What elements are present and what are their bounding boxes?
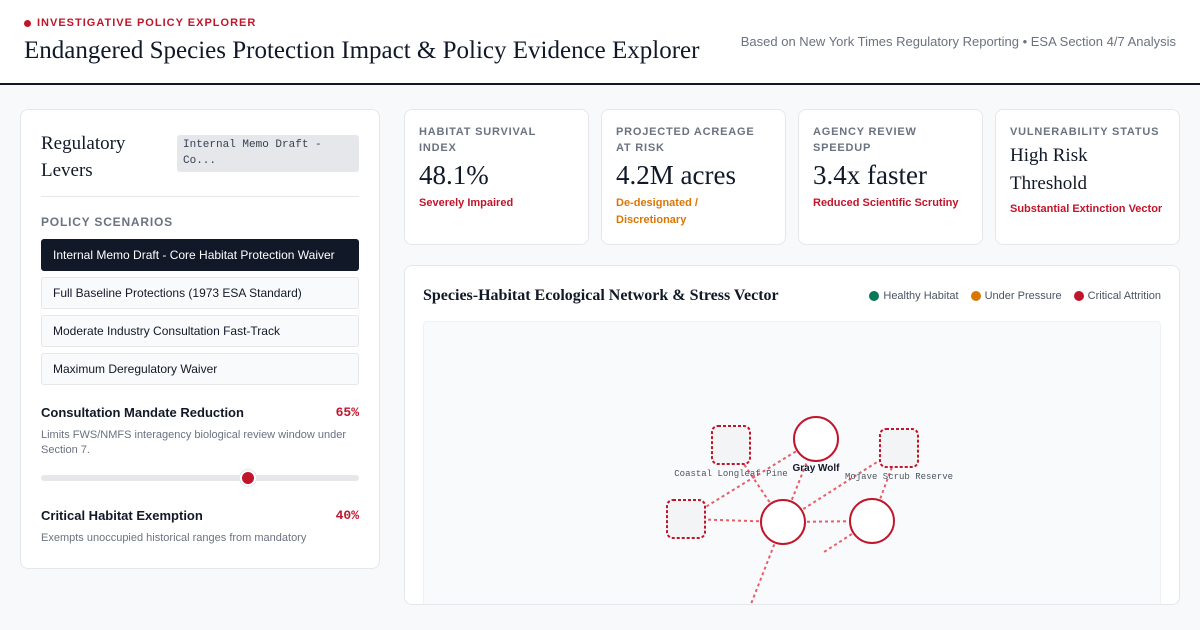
legend-item-healthy: Healthy Habitat xyxy=(869,290,959,302)
scenario-internal-memo[interactable]: Internal Memo Draft - Core Habitat Prote… xyxy=(41,239,359,271)
scenario-maximum-waiver[interactable]: Maximum Deregulatory Waiver xyxy=(41,353,359,385)
consultation-slider-thumb[interactable] xyxy=(239,470,256,486)
legend-item-pressure: Under Pressure xyxy=(970,290,1062,302)
legend-swatch xyxy=(869,291,880,301)
metric-status: De-designated / Discretionary xyxy=(616,197,698,226)
metric-label: VULNERABILITY STATUS xyxy=(1010,126,1160,138)
node-label-gray-wolf: Gray Wolf xyxy=(792,463,840,474)
page-header: INVESTIGATIVE POLICY EXPLORER Endangered… xyxy=(0,0,1200,85)
legend-label: Critical Attrition xyxy=(1087,290,1161,302)
edge xyxy=(685,438,817,520)
consultation-slider[interactable] xyxy=(41,470,359,486)
metric-label: PROJECTED ACREAGE AT RISK xyxy=(616,126,755,154)
scenario-moderate-fast-track[interactable]: Moderate Industry Consultation Fast-Trac… xyxy=(41,315,359,347)
node-label-mojave: Mojave Scrub Reserve xyxy=(845,472,953,482)
metric-card-review-speedup: AGENCY REVIEW SPEEDUP 3.4x faster Reduce… xyxy=(798,109,983,245)
metric-card-acreage-at-risk: PROJECTED ACREAGE AT RISK 4.2M acres De-… xyxy=(601,109,786,245)
node-label-longleaf: Coastal Longleaf Pine xyxy=(674,469,787,479)
ecological-network-panel: Species-Habitat Ecological Network & Str… xyxy=(404,265,1180,605)
metric-value: 3.4x faster xyxy=(813,160,927,190)
habitat-exemption-value: 40% xyxy=(335,508,359,523)
metric-label: AGENCY REVIEW SPEEDUP xyxy=(813,126,917,154)
legend-swatch xyxy=(970,291,981,301)
habitat-node-mojave[interactable] xyxy=(879,428,919,468)
habitat-node-west[interactable] xyxy=(666,499,706,539)
consultation-value: 65% xyxy=(335,405,359,420)
levers-title: Regulatory Levers xyxy=(41,133,126,181)
active-scenario-chip: Internal Memo Draft - Co... xyxy=(177,135,359,172)
network-nodes[interactable] xyxy=(666,416,919,545)
legend-label: Under Pressure xyxy=(984,290,1062,302)
network-legend: Healthy Habitat Under Pressure Critical … xyxy=(869,290,1161,302)
eyebrow-dot-icon xyxy=(24,19,31,27)
policy-scenarios-label: POLICY SCENARIOS xyxy=(41,215,173,229)
page-title: Endangered Species Protection Impact & P… xyxy=(24,37,700,64)
species-node-east[interactable] xyxy=(849,498,895,544)
species-node-center[interactable] xyxy=(760,499,806,545)
consultation-label: Consultation Mandate Reduction xyxy=(41,405,244,420)
metric-card-vulnerability-status: VULNERABILITY STATUS High Risk Threshold… xyxy=(995,109,1180,245)
metric-value: High Risk Threshold xyxy=(1010,145,1088,194)
habitat-node-longleaf[interactable] xyxy=(711,425,751,465)
regulatory-levers-panel: Regulatory Levers Internal Memo Draft - … xyxy=(20,109,380,569)
metric-value: 48.1% xyxy=(419,160,489,190)
legend-swatch xyxy=(1073,291,1084,301)
metric-label: HABITAT SURVIVAL INDEX xyxy=(419,126,536,154)
network-canvas[interactable]: Gray Wolf Coastal Longleaf Pine Mojave S… xyxy=(423,321,1162,605)
species-node-gray-wolf[interactable] xyxy=(793,416,839,462)
habitat-exemption-label: Critical Habitat Exemption xyxy=(41,508,203,523)
consultation-desc: Limits FWS/NMFS interagency biological r… xyxy=(41,429,347,456)
legend-label: Healthy Habitat xyxy=(883,290,959,302)
source-note: Based on New York Times Regulatory Repor… xyxy=(740,34,1176,49)
metric-status: Substantial Extinction Vector xyxy=(1010,203,1163,215)
network-graph[interactable]: Gray Wolf Coastal Longleaf Pine Mojave S… xyxy=(424,322,1162,605)
metric-status: Severely Impaired xyxy=(419,197,514,209)
habitat-exemption-desc: Exempts unoccupied historical ranges fro… xyxy=(41,532,307,544)
metric-status: Reduced Scientific Scrutiny xyxy=(813,197,959,209)
legend-item-critical: Critical Attrition xyxy=(1073,290,1161,302)
metric-value: 4.2M acres xyxy=(616,160,736,190)
divider xyxy=(41,196,359,197)
scenario-full-baseline[interactable]: Full Baseline Protections (1973 ESA Stan… xyxy=(41,277,359,309)
metric-card-habitat-survival: HABITAT SURVIVAL INDEX 48.1% Severely Im… xyxy=(404,109,589,245)
network-title: Species-Habitat Ecological Network & Str… xyxy=(423,287,779,304)
eyebrow: INVESTIGATIVE POLICY EXPLORER xyxy=(24,17,256,29)
eyebrow-label: INVESTIGATIVE POLICY EXPLORER xyxy=(37,17,257,29)
